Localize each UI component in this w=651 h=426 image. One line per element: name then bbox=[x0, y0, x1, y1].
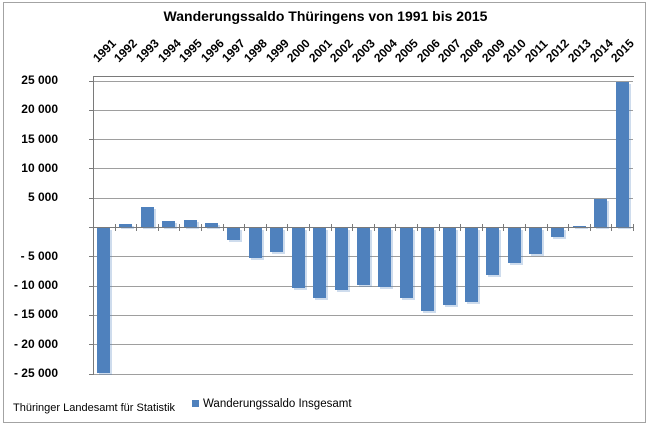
bar-2005 bbox=[399, 228, 413, 298]
y-tick-label--25000: - 25 000 bbox=[13, 366, 58, 380]
chart-title: Wanderungssaldo Thüringens von 1991 bis … bbox=[163, 8, 488, 24]
y-axis-tick-15000 bbox=[89, 139, 93, 140]
bar-2011 bbox=[529, 228, 543, 254]
gridline--15000 bbox=[93, 315, 633, 316]
bar-2013 bbox=[572, 226, 586, 227]
y-axis-tick-25000 bbox=[89, 81, 93, 82]
bar-1998 bbox=[248, 228, 262, 258]
y-tick-label-25000: 25 000 bbox=[21, 73, 58, 87]
x-axis-tick bbox=[525, 224, 526, 231]
x-tick-label-2003: 2003 bbox=[349, 36, 378, 65]
x-axis-tick bbox=[395, 224, 396, 231]
gridline-10000 bbox=[93, 168, 633, 169]
gridline-5000 bbox=[93, 198, 633, 199]
bar-1994 bbox=[162, 221, 176, 227]
x-axis-tick bbox=[352, 224, 353, 231]
x-axis-tick bbox=[439, 224, 440, 231]
legend-label: Wanderungssaldo Insgesamt bbox=[203, 397, 352, 410]
bar-2000 bbox=[291, 228, 305, 288]
bar-2014 bbox=[594, 199, 608, 227]
x-axis-tick bbox=[633, 224, 634, 231]
y-tick-label--20000: - 20 000 bbox=[13, 337, 58, 351]
x-tick-label-1993: 1993 bbox=[133, 36, 162, 65]
y-axis-tick-10000 bbox=[89, 168, 93, 169]
x-axis-tick bbox=[482, 224, 483, 231]
x-axis-tick bbox=[547, 224, 548, 231]
y-tick-label--10000: - 10 000 bbox=[13, 278, 58, 292]
bar-1996 bbox=[205, 223, 219, 227]
x-axis-tick bbox=[590, 224, 591, 231]
bar-2012 bbox=[550, 228, 564, 237]
x-tick-label-2008: 2008 bbox=[457, 36, 486, 65]
bar-2001 bbox=[313, 228, 327, 298]
y-axis-tick-20000 bbox=[89, 110, 93, 111]
y-tick-label--5000: - 5 000 bbox=[20, 249, 58, 263]
bar-1999 bbox=[270, 228, 284, 252]
x-axis-tick bbox=[93, 224, 94, 231]
gridline--25000 bbox=[93, 374, 633, 375]
x-axis-tick bbox=[244, 224, 245, 231]
x-tick-label-2015: 2015 bbox=[608, 36, 638, 65]
y-axis-tick--25000 bbox=[89, 374, 93, 375]
bar-2003 bbox=[356, 228, 370, 285]
bar-2007 bbox=[442, 228, 456, 305]
y-tick-label-20000: 20 000 bbox=[21, 102, 58, 116]
y-tick-label-15000: 15 000 bbox=[21, 132, 58, 146]
zero-axis-line bbox=[93, 227, 633, 228]
bar-1995 bbox=[183, 220, 197, 227]
x-axis-tick bbox=[374, 224, 375, 231]
gridline-25000 bbox=[93, 81, 633, 82]
gridline--20000 bbox=[93, 344, 633, 345]
y-axis-tick--5000 bbox=[89, 256, 93, 257]
x-axis-tick bbox=[611, 224, 612, 231]
bar-2015 bbox=[615, 82, 629, 227]
y-axis-tick-0 bbox=[89, 227, 93, 228]
x-axis-tick bbox=[309, 224, 310, 231]
y-axis-tick--15000 bbox=[89, 315, 93, 316]
x-axis-tick bbox=[568, 224, 569, 231]
bar-1991 bbox=[97, 228, 111, 373]
source-note: Thüringer Landesamt für Statistik bbox=[13, 402, 176, 414]
legend: Wanderungssaldo Insgesamt bbox=[192, 397, 352, 410]
x-axis-tick bbox=[158, 224, 159, 231]
bar-2006 bbox=[421, 228, 435, 311]
bar-2008 bbox=[464, 228, 478, 302]
x-axis-tick bbox=[136, 224, 137, 231]
x-axis-tick bbox=[115, 224, 116, 231]
gridline-15000 bbox=[93, 139, 633, 140]
bar-1992 bbox=[118, 224, 132, 227]
legend-marker-icon bbox=[192, 400, 199, 407]
y-tick-label--15000: - 15 000 bbox=[13, 307, 58, 321]
x-axis-tick bbox=[179, 224, 180, 231]
gridline--10000 bbox=[93, 286, 633, 287]
x-axis-tick bbox=[503, 224, 504, 231]
y-tick-label-10000: 10 000 bbox=[21, 161, 58, 175]
x-axis-tick bbox=[201, 224, 202, 231]
bar-1997 bbox=[226, 228, 240, 240]
y-axis-tick--10000 bbox=[89, 286, 93, 287]
x-axis-tick bbox=[287, 224, 288, 231]
x-axis-tick bbox=[223, 224, 224, 231]
bar-2009 bbox=[486, 228, 500, 275]
y-axis-tick--20000 bbox=[89, 344, 93, 345]
bar-1993 bbox=[140, 207, 154, 227]
bar-2010 bbox=[507, 228, 521, 263]
x-axis-tick bbox=[266, 224, 267, 231]
gridline-20000 bbox=[93, 110, 633, 111]
y-tick-label-5000: 5 000 bbox=[27, 190, 58, 204]
x-axis-tick bbox=[331, 224, 332, 231]
bar-2004 bbox=[378, 228, 392, 287]
x-tick-label-2013: 2013 bbox=[565, 36, 594, 65]
y-axis-tick-5000 bbox=[89, 198, 93, 199]
x-axis-tick bbox=[460, 224, 461, 231]
x-tick-label-1998: 1998 bbox=[241, 36, 270, 65]
x-axis-tick bbox=[417, 224, 418, 231]
bar-2002 bbox=[334, 228, 348, 290]
